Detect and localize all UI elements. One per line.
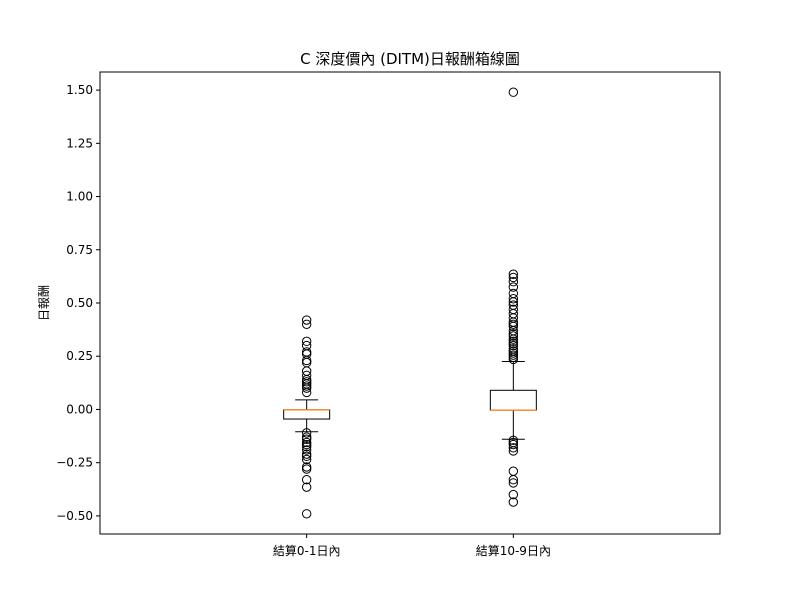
outlier-point: [508, 319, 519, 329]
outlier-point: [301, 482, 312, 492]
outlier-point: [508, 334, 519, 344]
outlier-point: [508, 338, 519, 349]
outlier-point: [301, 381, 312, 391]
outlier-point: [301, 445, 312, 455]
y-tick-label: 1.00: [66, 190, 93, 204]
x-tick-label: 結算0-1日內: [273, 543, 341, 558]
y-tick-label: 1.50: [66, 83, 93, 97]
outlier-point: [508, 475, 519, 485]
outlier-point: [508, 354, 519, 365]
outlier-point: [508, 446, 519, 456]
outlier-point: [508, 297, 519, 307]
outlier-point: [508, 277, 519, 287]
iqr-box: [489, 389, 537, 411]
outlier-point: [301, 454, 312, 465]
box-group: [489, 87, 537, 507]
y-tick-label: −0.25: [56, 456, 93, 470]
outlier-point: [508, 439, 519, 450]
outlier-point: [508, 321, 519, 332]
outlier-point: [301, 439, 312, 450]
outlier-point: [301, 347, 312, 357]
outlier-point: [508, 336, 519, 347]
x-axis: 結算0-1日內 結算10-9日內: [273, 534, 551, 558]
outlier-point: [301, 475, 312, 485]
outlier-point: [508, 348, 519, 358]
outlier-point: [301, 437, 312, 448]
y-tick-label: 0.25: [66, 349, 93, 363]
outlier-point: [301, 442, 312, 452]
outlier-point: [508, 478, 519, 488]
outlier-point: [301, 462, 312, 472]
outlier-point: [508, 331, 519, 341]
outlier-point: [508, 352, 519, 362]
outlier-point: [508, 435, 519, 446]
outlier-point: [508, 329, 519, 339]
outlier-point: [508, 350, 519, 360]
outlier-point: [301, 319, 312, 329]
y-tick-label: 1.25: [66, 136, 93, 150]
y-tick-label: 0.75: [66, 243, 93, 257]
plot-area: [283, 87, 537, 519]
chart-title: C 深度價內 (DITM)日報酬箱線圖: [300, 50, 520, 68]
outlier-point: [301, 315, 312, 325]
outlier-point: [508, 282, 519, 292]
outlier-point: [301, 464, 312, 474]
outlier-point: [301, 383, 312, 393]
outlier-point: [301, 357, 312, 368]
outlier-point: [508, 443, 519, 453]
outlier-point: [508, 466, 519, 476]
y-axis: −0.50 −0.25 0.00 0.25 0.50 0.75 1.00 1.25 1.50: [56, 83, 100, 523]
outlier-point: [508, 269, 519, 279]
x-tick-label: 結算10-9日內: [476, 543, 551, 558]
outlier-point: [301, 387, 312, 398]
outlier-point: [508, 272, 519, 283]
iqr-box: [283, 409, 331, 420]
outlier-point: [508, 87, 519, 97]
outlier-point: [301, 355, 312, 366]
plot-frame: [99, 71, 721, 535]
outlier-point: [508, 340, 519, 351]
outlier-point: [301, 509, 312, 519]
outlier-point: [301, 451, 312, 461]
outlier-point: [508, 497, 519, 507]
y-axis-label: 日報酬: [37, 285, 51, 321]
outlier-point: [301, 449, 312, 459]
y-tick-label: −0.50: [56, 509, 93, 523]
outlier-point: [301, 434, 312, 444]
y-tick-label: 0.50: [66, 296, 93, 310]
outlier-point: [301, 432, 312, 442]
outlier-point: [301, 428, 312, 438]
outlier-point: [508, 489, 519, 500]
box-group: [283, 315, 331, 519]
outlier-point: [301, 377, 312, 387]
outlier-point: [508, 294, 519, 304]
y-tick-label: 0.00: [66, 402, 93, 416]
outlier-point: [301, 336, 312, 347]
